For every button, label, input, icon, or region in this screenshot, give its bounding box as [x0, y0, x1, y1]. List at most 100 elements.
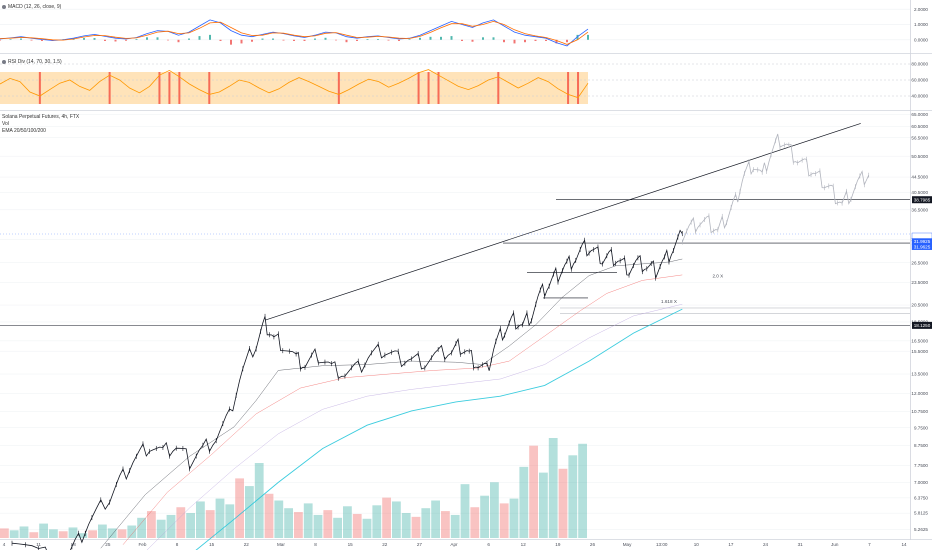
ema-line-3 — [145, 303, 683, 552]
macd-histogram-bar — [188, 38, 190, 40]
macd-histogram-bar — [513, 39, 516, 44]
price-tick-label: 40.5000 — [911, 190, 928, 195]
macd-histogram-bar — [9, 39, 12, 40]
macd-histogram-bar — [587, 34, 589, 40]
time-tick-label: 15 — [348, 542, 354, 547]
volume-bar — [421, 508, 431, 538]
time-tick-label: 15 — [209, 542, 215, 547]
macd-histogram-bar — [377, 39, 379, 40]
rsi-divergence-bar — [168, 72, 171, 104]
price-tick-label: 8.7500 — [914, 443, 928, 448]
time-tick-label: 6 — [487, 542, 490, 547]
macd-histogram-bar — [324, 37, 327, 40]
ema-line-4 — [189, 308, 683, 555]
time-tick-label: 13:00 — [656, 542, 668, 547]
volume-bar — [147, 511, 156, 538]
volume-bar — [98, 524, 107, 538]
volume-bar — [284, 508, 293, 538]
macd-histogram-bar — [240, 39, 243, 44]
indicator-dot-icon — [2, 59, 6, 64]
volume-bar — [362, 518, 372, 538]
price-tick-label: 7.0000 — [914, 480, 928, 485]
trendline[interactable] — [264, 123, 861, 321]
macd-histogram-bar — [335, 39, 337, 41]
volume-bar — [274, 500, 284, 538]
macd-histogram-bar — [93, 38, 96, 40]
time-tick-label: Apr — [450, 542, 458, 547]
price-tick-label: 56.5000 — [911, 135, 928, 140]
macd-histogram-bar — [30, 39, 33, 41]
macd-histogram-bar — [261, 38, 264, 40]
macd-legend-text: MACD (12, 26, close, 9) — [8, 4, 62, 10]
fib-annotation: 1.618 X — [661, 299, 677, 304]
price-tick-label: 60.5000 — [911, 124, 928, 129]
rsi-legend: RSI Div (14, 70, 30, 1.5) — [2, 59, 62, 65]
volume-bar — [215, 498, 225, 538]
macd-histogram-bar — [471, 39, 474, 42]
time-tick-label: 14 — [901, 542, 907, 547]
macd-histogram-bar — [20, 38, 22, 40]
rsi-band — [0, 72, 588, 104]
volume-bar — [529, 445, 538, 538]
time-tick-label: Jun — [831, 542, 839, 547]
ema-line-2 — [122, 274, 683, 545]
macd-histogram-bar — [503, 39, 505, 43]
symbol-title: Solana Perpetual Futures, 4h, FTX — [2, 114, 80, 120]
volume-bar — [0, 528, 9, 538]
macd-histogram-bar — [83, 38, 85, 40]
time-tick-label: 4 — [3, 542, 6, 547]
indicator-dot-icon — [2, 4, 6, 9]
volume-bar — [372, 505, 382, 538]
volume-bar — [499, 503, 509, 538]
volume-legend-text: Vol — [2, 121, 9, 127]
macd-histogram-bar — [524, 39, 526, 43]
time-tick-label: 12 — [521, 542, 527, 547]
rsi-divergence-bar — [417, 72, 420, 104]
rsi-divergence-bar — [577, 72, 580, 104]
time-tick-label: 22 — [382, 542, 388, 547]
volume-bar — [392, 501, 401, 538]
volume-bar — [519, 466, 529, 538]
price-tick-label: 20.5000 — [911, 303, 928, 308]
rsi-divergence-bar — [158, 72, 161, 104]
volume-bar — [303, 503, 313, 538]
macd-histogram-bar — [209, 34, 211, 40]
price-tick-label: 12.0000 — [911, 391, 928, 396]
rsi-divergence-bar — [208, 72, 211, 104]
volume-bar — [431, 500, 440, 538]
rsi-tick-label: 40.0000 — [911, 94, 928, 99]
rsi-divergence-bar — [567, 72, 570, 104]
price-level-tag — [912, 196, 932, 204]
rsi-divergence-bar — [497, 72, 500, 104]
volume-bar — [19, 526, 29, 538]
current-price-label: 31.9925 — [914, 239, 931, 244]
macd-histogram-bar — [408, 39, 411, 40]
time-tick-label: 19 — [555, 542, 561, 547]
volume-legend: Vol — [2, 121, 9, 127]
volume-bar — [343, 506, 352, 538]
macd-histogram-bar — [440, 36, 442, 40]
price-tick-label: 26.5000 — [911, 260, 928, 265]
price-tick-label: 23.5000 — [911, 280, 928, 285]
price-tick-label: 36.5000 — [911, 207, 928, 212]
price-level-label: 38.7985 — [914, 197, 931, 202]
volume-bar — [225, 504, 235, 538]
macd-histogram-bar — [576, 34, 579, 40]
price-tick-label: 5.2625 — [914, 527, 928, 532]
macd-histogram-bar — [555, 39, 558, 44]
volume-bar — [117, 529, 127, 538]
macd-histogram-bar — [387, 39, 390, 41]
macd-histogram-bar — [167, 39, 169, 41]
macd-signal-line — [0, 20, 589, 45]
macd-histogram-bar — [429, 36, 432, 40]
macd-histogram-bar — [461, 39, 463, 41]
volume-bar — [254, 463, 264, 538]
rsi-divergence-bar — [437, 72, 440, 104]
volume-bar — [352, 513, 362, 538]
macd-histogram-bar — [219, 39, 222, 41]
volume-bar — [460, 484, 470, 538]
volume-bar — [176, 507, 186, 538]
volume-bar — [382, 497, 391, 538]
